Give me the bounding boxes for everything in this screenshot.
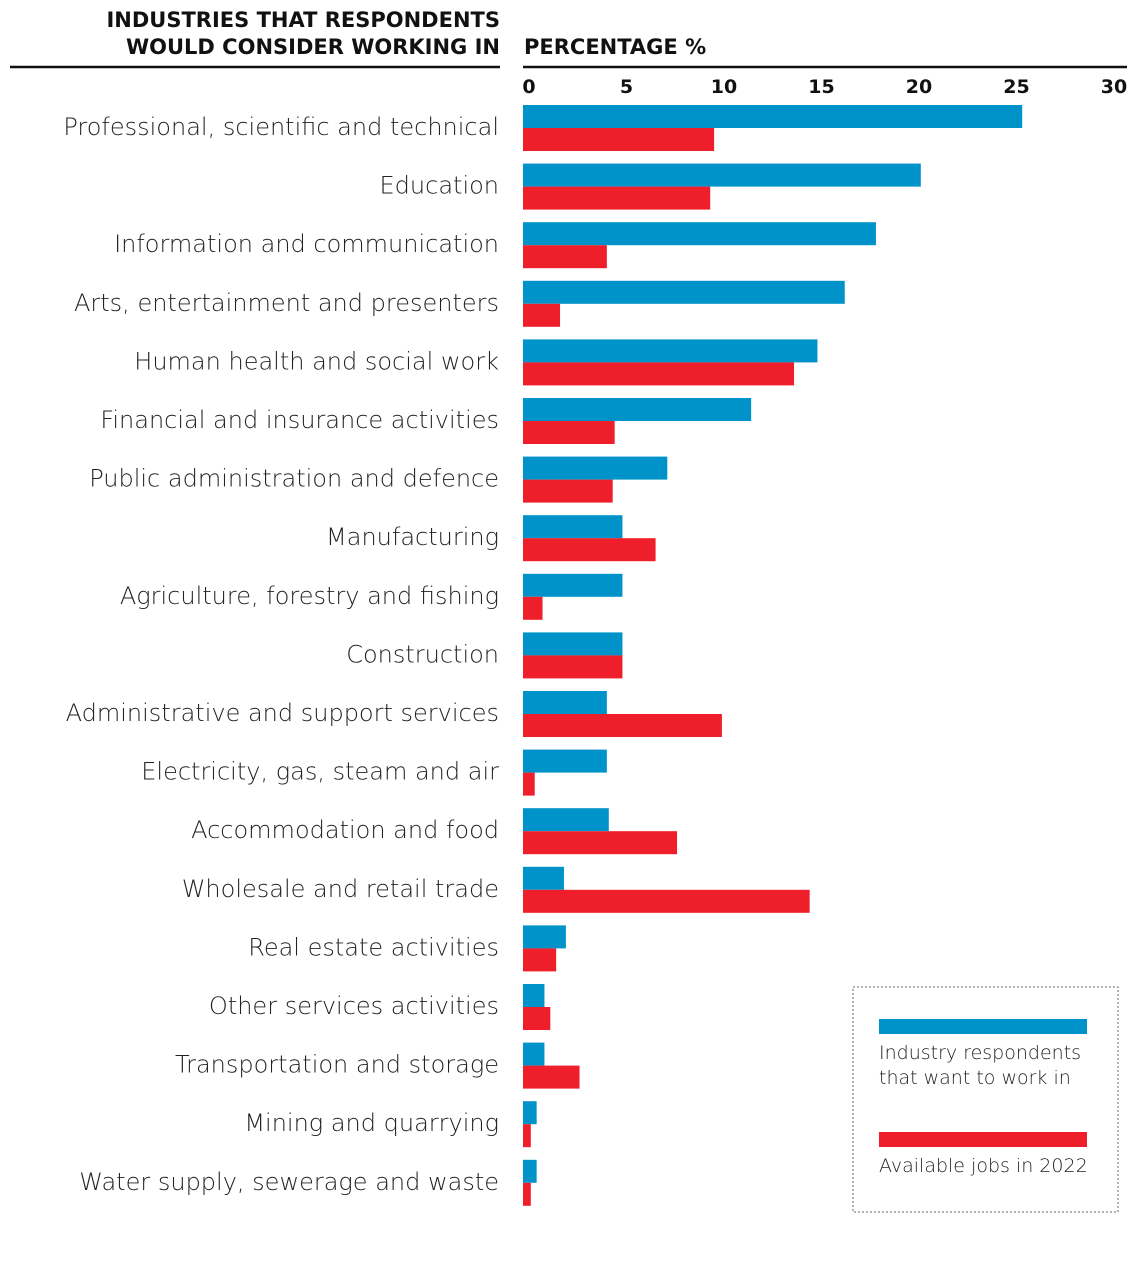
- bar: [523, 925, 566, 949]
- category-label: Financial and insurance activities: [100, 406, 499, 434]
- bar: [523, 714, 722, 737]
- bar: [523, 1042, 545, 1066]
- bar: [523, 398, 752, 421]
- category-label: Accommodation and food: [191, 816, 499, 844]
- category-label: Real estate activities: [248, 933, 499, 961]
- bar: [523, 889, 810, 913]
- bar: [523, 1065, 580, 1089]
- bar: [523, 632, 623, 656]
- legend-swatch: [879, 1019, 1087, 1034]
- category-label: Other services activities: [209, 992, 499, 1020]
- bar: [523, 245, 607, 269]
- bar: [523, 655, 623, 679]
- bar: [523, 1101, 537, 1125]
- bar: [523, 186, 711, 210]
- category-label: Mining and quarrying: [244, 1109, 499, 1137]
- chart-title: INDUSTRIES THAT RESPONDENTS: [106, 8, 500, 32]
- x-tick-label: 10: [711, 76, 737, 98]
- bar: [523, 596, 543, 620]
- legend-label: Available jobs in 2022: [879, 1155, 1088, 1177]
- bar: [523, 280, 845, 304]
- bar: [523, 1182, 531, 1206]
- bar: [523, 772, 535, 796]
- x-tick-label: 15: [808, 76, 834, 98]
- bar: [523, 808, 609, 832]
- bar: [523, 831, 678, 855]
- category-label: Human health and social work: [134, 347, 499, 375]
- category-label: Transportation and storage: [175, 1051, 499, 1079]
- category-label: Education: [380, 172, 499, 200]
- category-label: Construction: [346, 640, 499, 668]
- bar: [523, 222, 876, 246]
- bar: [523, 948, 557, 972]
- category-label: Water supply, sewerage and waste: [79, 1168, 499, 1196]
- bar: [523, 1159, 537, 1183]
- legend-swatch: [879, 1132, 1087, 1147]
- x-tick-label: 30: [1101, 76, 1127, 98]
- legend-entry: Available jobs in 2022: [879, 1155, 1088, 1177]
- category-label: Manufacturing: [326, 523, 499, 551]
- bar: [523, 362, 795, 386]
- bar: [523, 1007, 551, 1030]
- bar: [523, 128, 715, 151]
- bar: [523, 691, 607, 714]
- category-label: Electricity, gas, steam and air: [141, 758, 499, 786]
- bar: [523, 303, 561, 327]
- category-label: Administrative and support services: [66, 699, 499, 727]
- category-label: Agriculture, forestry and fishing: [120, 582, 499, 610]
- bar: [523, 538, 656, 562]
- bar: [523, 1124, 531, 1148]
- bar: [523, 479, 613, 503]
- x-axis-label: PERCENTAGE %: [524, 35, 706, 59]
- x-tick-label: 20: [906, 76, 932, 98]
- x-tick-label: 25: [1003, 76, 1029, 98]
- bar: [523, 866, 564, 890]
- category-label: Professional, scientific and technical: [63, 113, 499, 141]
- chart-title: WOULD CONSIDER WORKING IN: [126, 35, 500, 59]
- x-tick-label: 5: [620, 76, 633, 98]
- x-tick-label: 0: [522, 76, 535, 98]
- category-label: Arts, entertainment and presenters: [74, 289, 499, 317]
- bar: [523, 573, 623, 597]
- legend-label: Industry respondents that want to work i…: [879, 1042, 1082, 1089]
- category-label: Wholesale and retail trade: [182, 875, 499, 903]
- category-label: Information and communication: [114, 230, 499, 258]
- bar: [523, 163, 921, 187]
- bar: [523, 749, 607, 773]
- bar: [523, 339, 818, 363]
- bar: [523, 984, 545, 1007]
- bar: [523, 456, 668, 480]
- legend-entry: Industry respondents that want to work i…: [879, 1042, 1082, 1089]
- bar: [523, 515, 623, 539]
- legend-box: [852, 986, 1119, 1213]
- bar: [523, 421, 615, 444]
- category-label: Public administration and defence: [89, 465, 499, 493]
- bar: [523, 105, 1023, 128]
